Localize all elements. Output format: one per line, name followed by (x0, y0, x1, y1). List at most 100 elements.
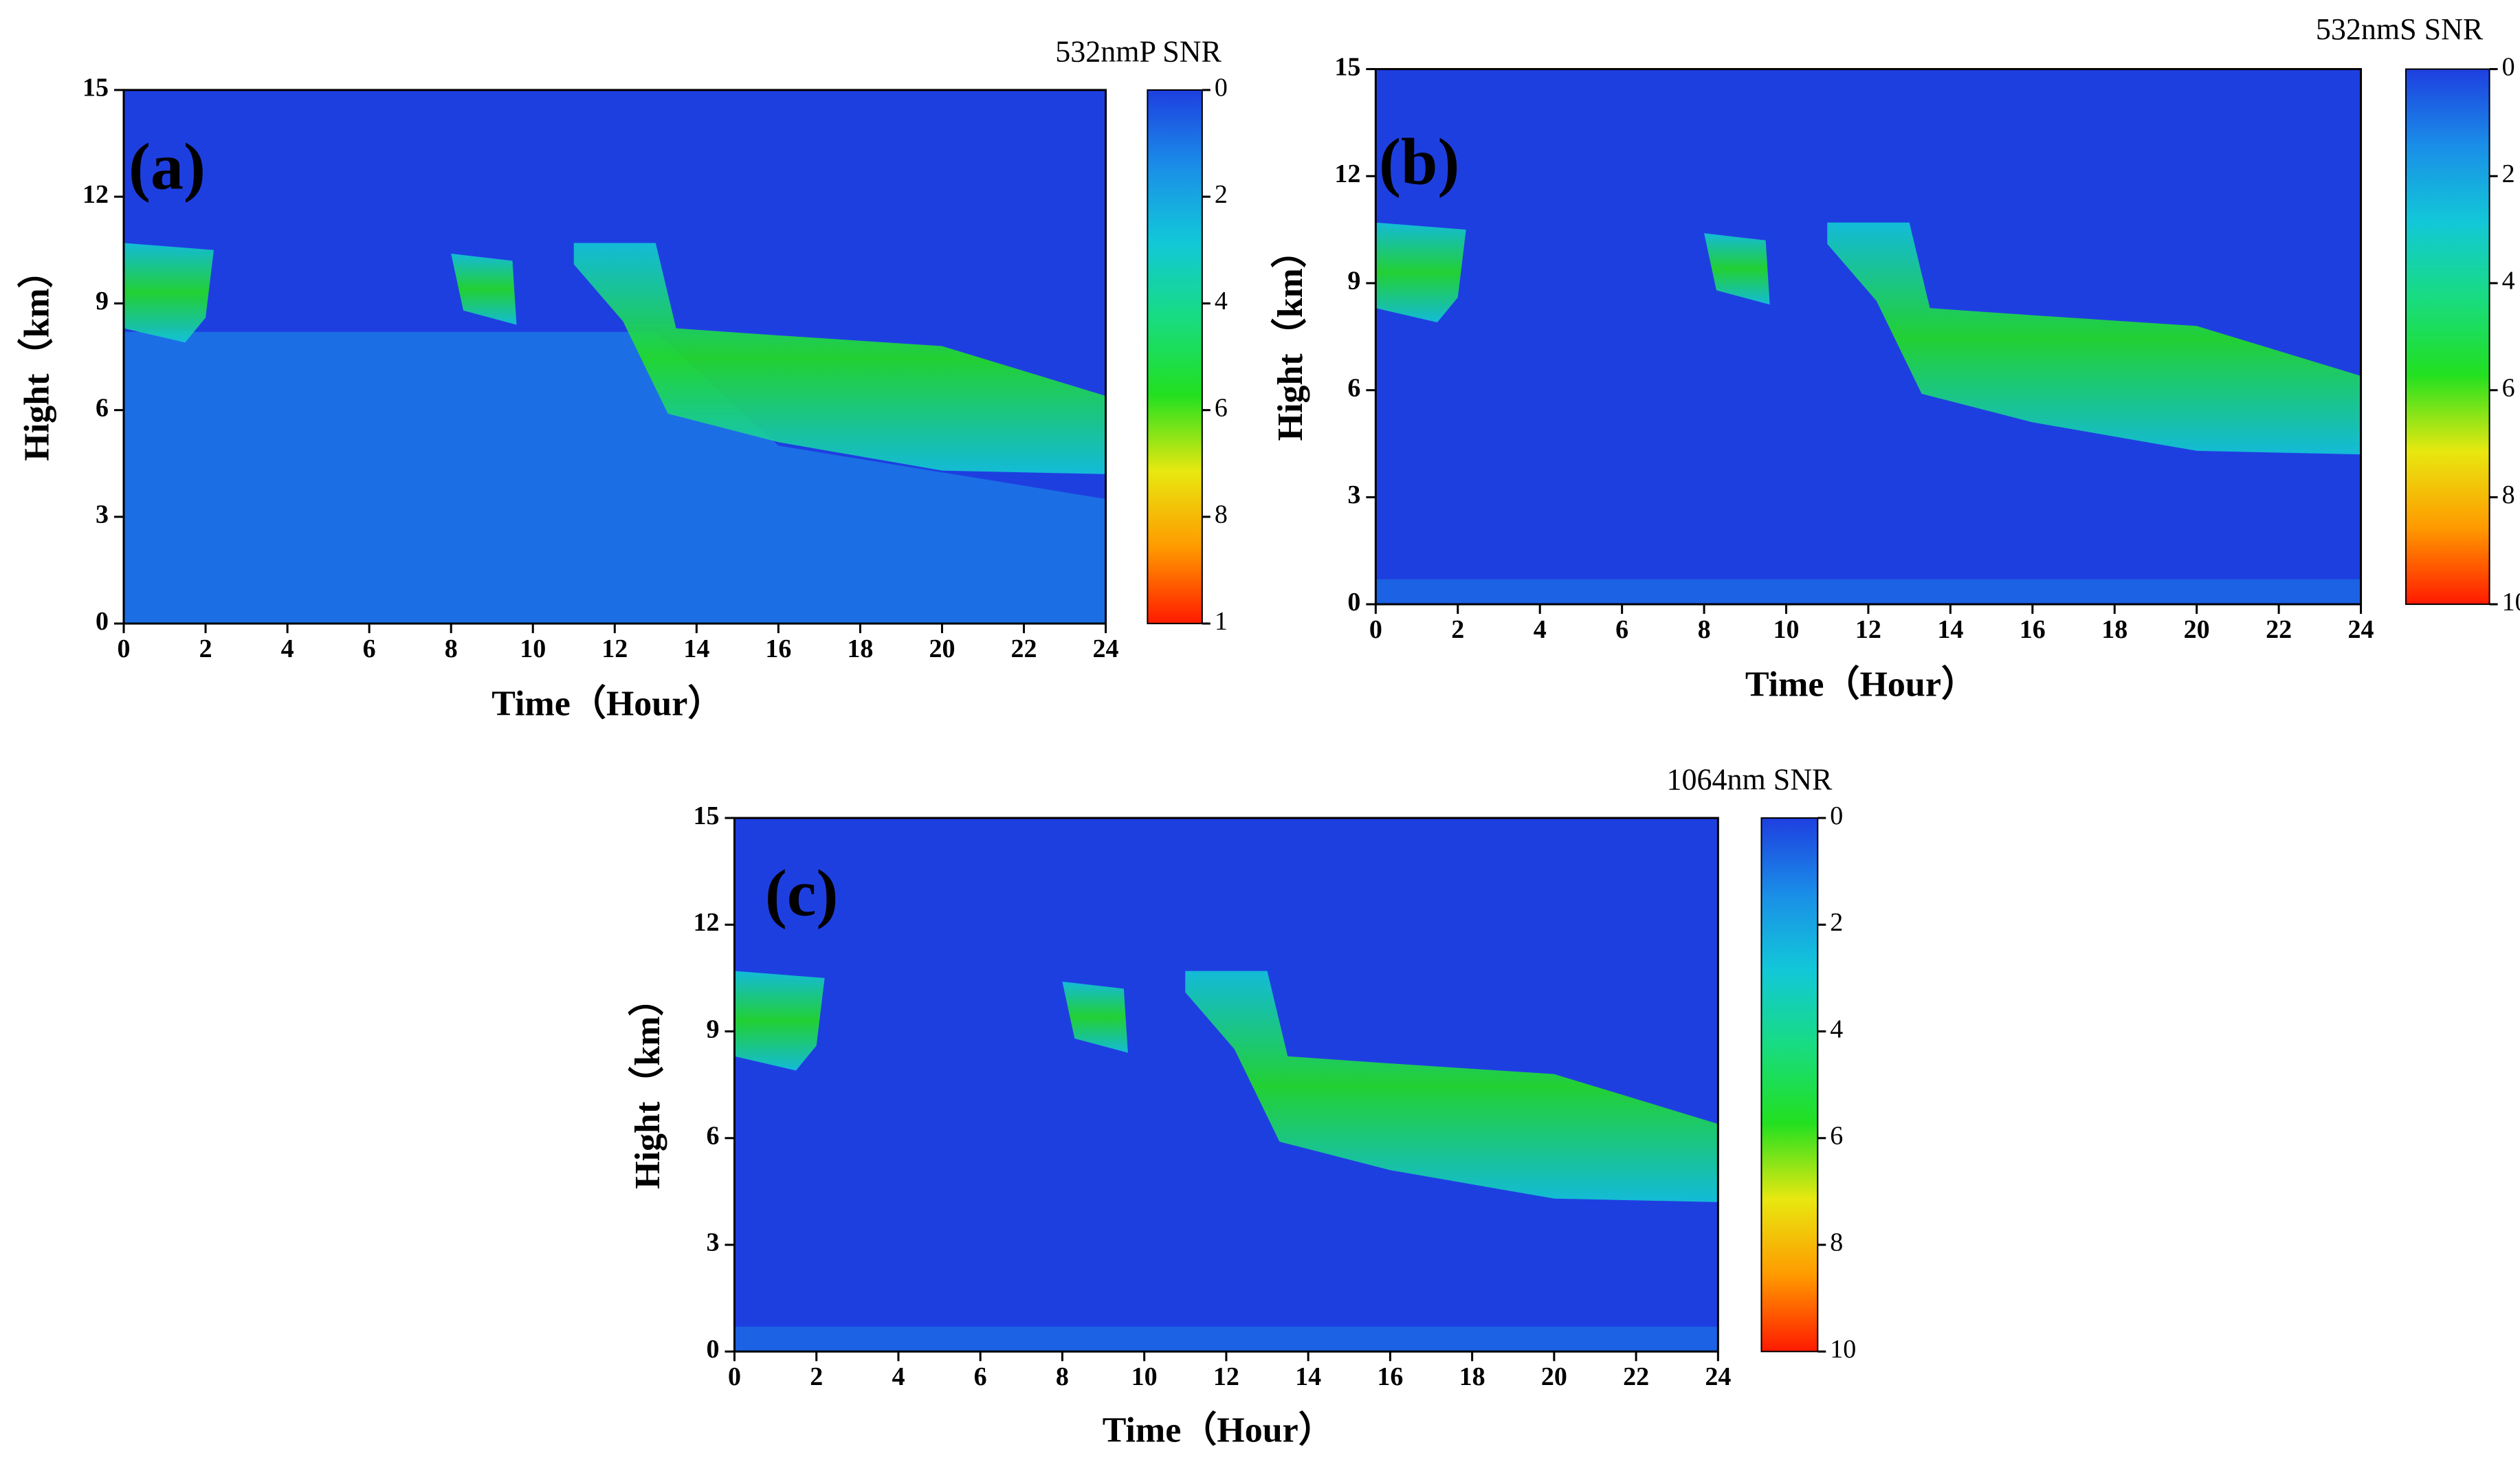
y-tick-label: 6 (706, 1121, 719, 1150)
y-tick-label: 6 (1347, 373, 1360, 402)
x-tick-label: 4 (281, 634, 294, 663)
colorbar-tick-label: 4 (1215, 287, 1228, 315)
cloud (1827, 222, 2361, 455)
colorbar-tick-label: 6 (1215, 393, 1228, 422)
x-tick-label: 24 (2348, 615, 2374, 644)
y-axis-label: Hight（km） (1270, 232, 1310, 441)
x-tick-label: 20 (1541, 1362, 1567, 1391)
plot-frame (1374, 68, 2363, 606)
y-axis-label: Hight（km） (16, 252, 56, 461)
x-tick-label: 6 (1615, 615, 1628, 644)
cloud (1062, 982, 1128, 1053)
colorbar-tick-label: 2 (2502, 159, 2515, 188)
x-tick-label: 12 (601, 634, 628, 663)
y-tick-label: 0 (1347, 588, 1360, 617)
y-tick-label: 3 (96, 500, 109, 529)
x-tick-label: 16 (765, 634, 791, 663)
x-tick-label: 14 (683, 634, 709, 663)
x-tick-label: 0 (118, 634, 131, 663)
colorbar (2405, 68, 2490, 606)
x-axis-label: Time（Hour） (1745, 665, 1977, 705)
colorbar-tick-label: 4 (2502, 267, 2515, 296)
y-tick-label: 9 (96, 287, 109, 315)
y-axis-label: Hight（km） (628, 980, 667, 1188)
panel: 0 2 4 6 8 10 12 14 16 18 20 22 2403691215Time（Hour）H… (16, 35, 1227, 724)
x-tick-label: 24 (1705, 1362, 1731, 1391)
panel-label: (b) (1379, 125, 1459, 199)
y-tick-label: 9 (1347, 267, 1360, 296)
colorbar-tick-label: 8 (1830, 1228, 1843, 1257)
x-tick-label: 4 (892, 1362, 905, 1391)
panel-label: (c) (765, 856, 839, 929)
cloud (573, 243, 1106, 474)
panel-label: (a) (129, 130, 206, 203)
x-tick-label: 10 (520, 634, 546, 663)
x-tick-label: 0 (1369, 615, 1382, 644)
x-tick-label: 10 (1131, 1362, 1158, 1391)
x-tick-label: 16 (2020, 615, 2046, 644)
x-tick-label: 6 (363, 634, 376, 663)
x-tick-label: 20 (2184, 615, 2210, 644)
colorbar-tick-label: 8 (2502, 480, 2515, 509)
x-tick-label: 20 (929, 634, 955, 663)
cloud (124, 243, 214, 343)
colorbar-tick-label: 4 (1830, 1015, 1843, 1043)
aerosol-layer (124, 331, 1106, 624)
x-tick-label: 22 (2266, 615, 2292, 644)
y-tick-label: 3 (1347, 480, 1360, 509)
colorbar-tick-label: 2 (1830, 908, 1843, 937)
colorbar-tick-label: 10 (2502, 588, 2520, 617)
boundary-layer (734, 1327, 1718, 1352)
colorbar-tick-label: 10 (1830, 1335, 1856, 1364)
colorbar-title: 532nmS SNR (2316, 12, 2484, 46)
x-tick-label: 4 (1534, 615, 1547, 644)
x-tick-label: 2 (810, 1362, 823, 1391)
y-tick-label: 6 (96, 393, 109, 422)
y-tick-label: 15 (82, 74, 109, 102)
colorbar-title: 1064nm SNR (1667, 763, 1833, 797)
x-tick-label: 18 (1459, 1362, 1485, 1391)
colorbar-tick-label: 0 (1215, 74, 1228, 102)
colorbar-tick-label: 6 (2502, 373, 2515, 402)
y-tick-label: 15 (693, 801, 719, 830)
panel: 0 2 4 6 8 10 12 14 16 18 20 22 2403691215Time（Hour）H… (628, 763, 1856, 1450)
x-tick-label: 14 (1295, 1362, 1321, 1391)
x-tick-label: 8 (1056, 1362, 1069, 1391)
colorbar-tick-label: 0 (1830, 801, 1843, 830)
y-tick-label: 0 (706, 1335, 719, 1364)
cloud (1704, 233, 1770, 305)
colorbar (1760, 817, 1819, 1353)
colorbar-tick-label: 0 (2502, 52, 2515, 81)
y-tick-label: 3 (706, 1228, 719, 1257)
cloud (1185, 971, 1718, 1202)
x-tick-label: 12 (1855, 615, 1881, 644)
panel: 0 2 4 6 8 10 12 14 16 18 20 22 2403691215Time（Hour）H… (1270, 12, 2520, 705)
x-axis-label: Time（Hour） (491, 684, 723, 724)
cloud (451, 253, 517, 325)
x-tick-label: 0 (728, 1362, 741, 1391)
boundary-layer (1375, 579, 2361, 605)
colorbar-tick-label: 6 (1830, 1121, 1843, 1150)
x-tick-label: 12 (1213, 1362, 1239, 1391)
colorbar-tick-label: 8 (1215, 500, 1228, 529)
x-tick-label: 6 (974, 1362, 987, 1391)
y-tick-label: 12 (693, 908, 719, 937)
x-tick-label: 22 (1011, 634, 1037, 663)
x-tick-label: 8 (1698, 615, 1711, 644)
x-tick-label: 22 (1623, 1362, 1649, 1391)
colorbar-title: 532nmP SNR (1055, 35, 1222, 69)
x-tick-label: 18 (847, 634, 873, 663)
colorbar (1147, 89, 1203, 625)
cloud (1375, 222, 1466, 323)
y-tick-label: 15 (1334, 52, 1360, 81)
y-tick-label: 12 (1334, 159, 1360, 188)
x-tick-label: 24 (1093, 634, 1119, 663)
y-tick-label: 9 (706, 1015, 719, 1043)
x-tick-label: 18 (2101, 615, 2127, 644)
colorbar-tick-label: 1 (1215, 607, 1228, 636)
cloud (734, 971, 825, 1071)
x-tick-label: 2 (1451, 615, 1464, 644)
y-tick-label: 12 (82, 180, 109, 209)
